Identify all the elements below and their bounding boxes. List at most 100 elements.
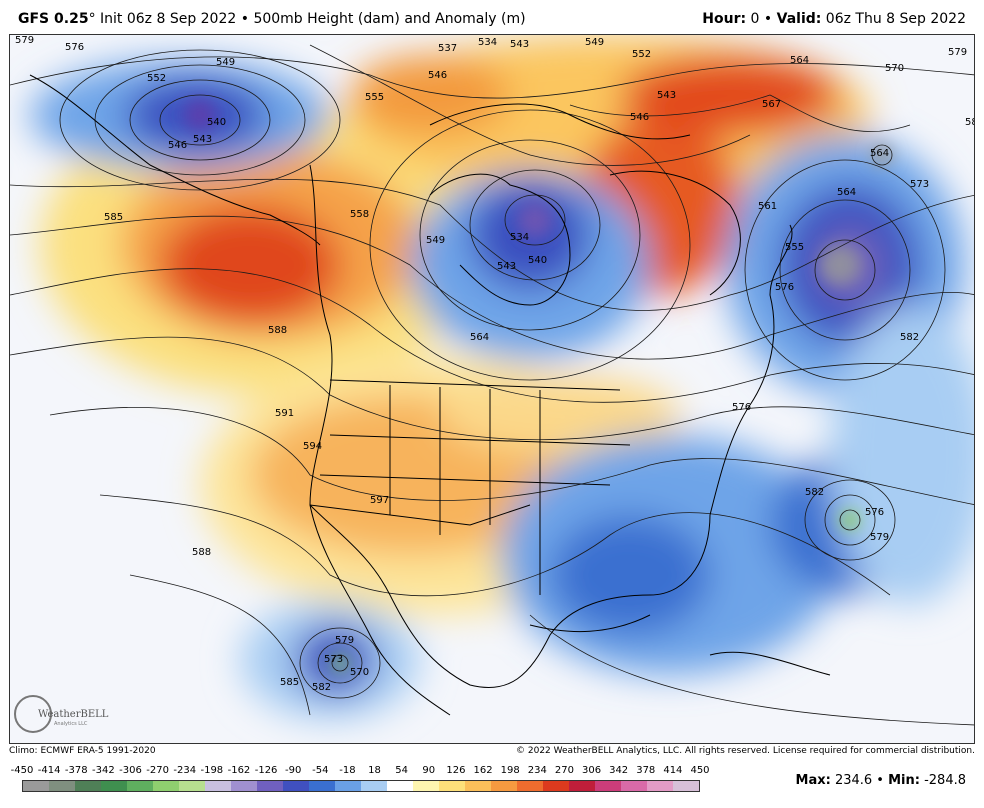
- colorbar-swatch: [335, 781, 361, 791]
- contour-labels: 579 576 552 549 546 543 540 537 534 543 …: [15, 35, 975, 693]
- max-label: Max:: [795, 773, 831, 788]
- colorbar-swatch: [361, 781, 387, 791]
- colorbar-tick-label: 414: [663, 765, 683, 776]
- colorbar-swatch: [23, 781, 49, 791]
- colorbar-tick-label: 270: [554, 765, 574, 776]
- anomaly-centers: [184, 99, 892, 671]
- colorbar-tick-label: 90: [422, 765, 436, 776]
- contour-label: 570: [350, 667, 369, 678]
- contour-label: 549: [216, 57, 235, 68]
- colorbar-tick-label: -450: [10, 765, 34, 776]
- geography-lines: [29, 74, 831, 716]
- contour-label: 582: [965, 117, 975, 128]
- colorbar-tick-label: 162: [473, 765, 493, 776]
- min-label: Min:: [888, 773, 920, 788]
- weather-map[interactable]: 579 576 552 549 546 543 540 537 534 543 …: [9, 34, 975, 744]
- contour-label: 561: [758, 201, 777, 212]
- colorbar-tick-label: 18: [368, 765, 381, 776]
- colorbar: [22, 780, 700, 792]
- colorbar-tick-label: -126: [254, 765, 278, 776]
- max-min-stats: Max: 234.6 • Min: -284.8: [796, 773, 966, 788]
- colorbar-tick-label: 234: [527, 765, 547, 776]
- contour-label: 567: [762, 99, 781, 110]
- contour-label: 594: [303, 441, 322, 452]
- init-description: Init 06z 8 Sep 2022 • 500mb Height (dam)…: [95, 11, 526, 27]
- colorbar-swatch: [127, 781, 153, 791]
- logo-tagline: Analytics LLC: [54, 721, 88, 727]
- contour-label: 537: [438, 43, 457, 54]
- colorbar-swatch: [517, 781, 543, 791]
- colorbar-swatch: [283, 781, 309, 791]
- colorbar-tick-label: -270: [146, 765, 169, 776]
- header: GFS 0.25° Init 06z 8 Sep 2022 • 500mb He…: [0, 0, 984, 34]
- colorbar-tick-label: 54: [395, 765, 409, 776]
- colorbar-tick-label: -162: [227, 765, 251, 776]
- contour-label: 543: [193, 134, 212, 145]
- contour-label: 585: [104, 212, 123, 223]
- contour-label: 546: [168, 140, 187, 151]
- colorbar-swatch: [569, 781, 595, 791]
- contour-label: 543: [497, 261, 516, 272]
- contour-label: 576: [865, 507, 884, 518]
- colorbar-swatch: [647, 781, 673, 791]
- colorbar-swatch: [543, 781, 569, 791]
- colorbar-labels: -450 -414 -378 -342 -306 -270 -234 -198 -162 -126…: [11, 765, 710, 779]
- colorbar-swatch: [75, 781, 101, 791]
- colorbar-tick-label: 306: [581, 765, 602, 776]
- contour-label: 549: [585, 37, 604, 48]
- colorbar-swatch: [465, 781, 491, 791]
- colorbar-tick-label: -342: [92, 765, 115, 776]
- colorbar-swatch: [257, 781, 283, 791]
- contour-label: 564: [837, 187, 856, 198]
- colorbar-tick-label: -54: [312, 765, 329, 776]
- colorbar-swatch: [179, 781, 205, 791]
- contour-label: 546: [630, 112, 649, 123]
- colorbar-tick-label: -378: [64, 765, 88, 776]
- colorbar-swatch: [49, 781, 75, 791]
- contour-label: 546: [428, 70, 447, 81]
- contour-label: 588: [268, 325, 287, 336]
- contour-label: 558: [350, 209, 369, 220]
- contour-label: 564: [870, 148, 889, 159]
- contour-label: 540: [528, 255, 547, 266]
- contour-label: 582: [312, 682, 331, 693]
- contour-label: 588: [192, 547, 211, 558]
- colorbar-tick-label: 198: [500, 765, 520, 776]
- contour-label: 552: [147, 73, 166, 84]
- colorbar-swatch: [413, 781, 439, 791]
- contour-label: 540: [207, 117, 226, 128]
- contour-label: 576: [65, 42, 84, 53]
- contour-label: 579: [870, 532, 889, 543]
- contour-label: 564: [470, 332, 489, 343]
- logo-name: WeatherBELL: [38, 709, 109, 720]
- contour-label: 534: [478, 37, 497, 48]
- colorbar-tick-label: -414: [37, 765, 61, 776]
- colorbar-tick-label: -198: [200, 765, 224, 776]
- degree-sign: °: [88, 11, 96, 27]
- contour-label: 582: [805, 487, 824, 498]
- contour-label: 579: [335, 635, 354, 646]
- contour-label: 576: [732, 402, 751, 413]
- contour-label: 579: [15, 35, 34, 46]
- model-name: GFS 0.25: [18, 11, 89, 27]
- colorbar-swatch: [205, 781, 231, 791]
- valid-value: 06z Thu 8 Sep 2022: [821, 11, 966, 27]
- colorbar-swatch: [101, 781, 127, 791]
- colorbar-swatch: [621, 781, 647, 791]
- colorbar-tick-label: 378: [636, 765, 656, 776]
- contour-label: 552: [632, 49, 651, 60]
- colorbar-swatch: [595, 781, 621, 791]
- colorbar-swatch: [387, 781, 413, 791]
- colorbar-tick-label: -18: [339, 765, 356, 776]
- hour-value: 0 •: [746, 11, 777, 27]
- contour-label: 555: [365, 92, 384, 103]
- colorbar-swatch: [153, 781, 179, 791]
- copyright: © 2022 WeatherBELL Analytics, LLC. All r…: [516, 746, 975, 756]
- colorbar-swatch: [491, 781, 517, 791]
- colorbar-swatch: [309, 781, 335, 791]
- anomaly-shading: [30, 35, 974, 720]
- contour-label: 591: [275, 408, 294, 419]
- colorbar-tick-label: -90: [285, 765, 302, 776]
- colorbar-tick-label: 126: [446, 765, 466, 776]
- contour-label: 555: [785, 242, 804, 253]
